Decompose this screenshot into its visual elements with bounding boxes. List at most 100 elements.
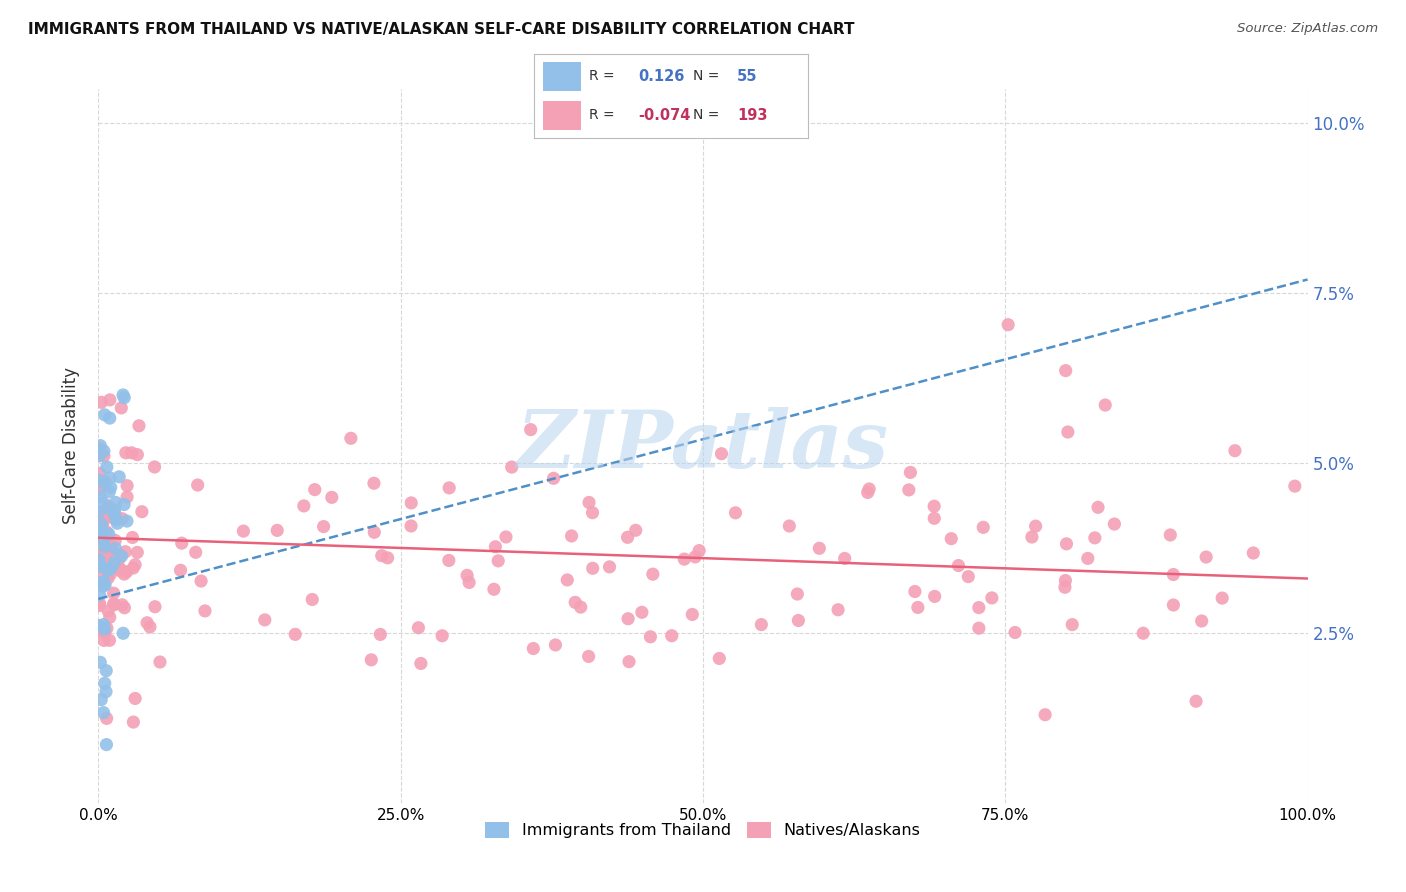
FancyBboxPatch shape xyxy=(543,62,581,91)
Point xyxy=(89,439,111,453)
Point xyxy=(709,651,731,665)
Point xyxy=(408,621,430,635)
Point xyxy=(661,629,683,643)
Point xyxy=(94,510,117,524)
Point xyxy=(122,715,145,730)
Point xyxy=(1056,425,1078,439)
Point xyxy=(93,408,115,422)
Point xyxy=(90,510,112,524)
Point xyxy=(104,533,127,548)
Point xyxy=(91,477,114,491)
Point xyxy=(190,574,212,588)
Point xyxy=(127,545,149,559)
Point xyxy=(688,543,710,558)
Point xyxy=(124,558,146,572)
Point xyxy=(98,411,121,425)
Point xyxy=(941,532,963,546)
Point xyxy=(89,483,111,497)
Point xyxy=(543,471,565,485)
Point xyxy=(98,567,121,582)
Point xyxy=(456,568,478,582)
Point xyxy=(544,638,567,652)
Point xyxy=(97,564,120,578)
Point xyxy=(1033,707,1056,722)
Point xyxy=(93,625,115,640)
Point xyxy=(93,444,115,458)
Point xyxy=(980,591,1002,605)
Point xyxy=(136,615,159,630)
Point xyxy=(834,551,856,566)
Point xyxy=(89,624,111,638)
Point xyxy=(1084,531,1107,545)
Point xyxy=(363,525,385,540)
Point xyxy=(377,550,399,565)
Point xyxy=(399,519,422,533)
Point xyxy=(87,618,110,632)
Point xyxy=(98,484,121,499)
Point xyxy=(581,506,603,520)
Point xyxy=(108,548,131,562)
Point xyxy=(103,586,125,600)
Point xyxy=(139,620,162,634)
Point xyxy=(89,588,111,602)
Point xyxy=(90,560,112,574)
Point xyxy=(555,573,578,587)
Point xyxy=(1163,598,1185,612)
Point xyxy=(304,483,326,497)
Point xyxy=(97,564,120,578)
Point xyxy=(90,395,112,409)
Point xyxy=(105,516,128,531)
Point xyxy=(957,569,980,583)
Point xyxy=(111,549,134,563)
Point xyxy=(104,495,127,509)
Point xyxy=(90,526,112,541)
Point xyxy=(89,570,111,584)
Point xyxy=(108,470,131,484)
Point xyxy=(194,604,217,618)
Point xyxy=(131,505,153,519)
Point xyxy=(1025,519,1047,533)
Point xyxy=(749,617,772,632)
Point xyxy=(104,548,127,562)
Point xyxy=(110,564,132,578)
Point xyxy=(112,567,135,582)
Point xyxy=(967,600,990,615)
Point xyxy=(617,612,640,626)
Point xyxy=(187,478,209,492)
Point xyxy=(87,553,110,567)
Point xyxy=(1062,617,1084,632)
Point xyxy=(103,555,125,569)
Point xyxy=(482,582,505,597)
Point xyxy=(437,553,460,567)
Point xyxy=(91,525,114,540)
Point xyxy=(631,605,654,619)
Point xyxy=(98,471,121,485)
Point xyxy=(1241,546,1264,560)
Point xyxy=(91,533,114,547)
Point xyxy=(409,657,432,671)
Point xyxy=(149,655,172,669)
Point xyxy=(96,738,118,752)
Point xyxy=(430,629,453,643)
Point xyxy=(89,556,111,570)
Point xyxy=(641,567,664,582)
Point xyxy=(808,541,831,556)
Point xyxy=(371,549,394,563)
Point xyxy=(1211,591,1233,606)
Point xyxy=(170,536,193,550)
Point xyxy=(93,534,115,549)
Point xyxy=(104,508,127,523)
Point xyxy=(98,633,121,648)
Point xyxy=(856,485,879,500)
Point xyxy=(87,449,110,463)
Point xyxy=(93,449,115,463)
Point xyxy=(232,524,254,538)
Point xyxy=(96,524,118,539)
Point xyxy=(1054,574,1077,588)
Text: R =: R = xyxy=(589,109,614,122)
Point xyxy=(624,524,647,538)
Point xyxy=(112,498,135,512)
Point xyxy=(94,475,117,489)
Legend: Immigrants from Thailand, Natives/Alaskans: Immigrants from Thailand, Natives/Alaska… xyxy=(479,815,927,845)
Point xyxy=(107,553,129,567)
